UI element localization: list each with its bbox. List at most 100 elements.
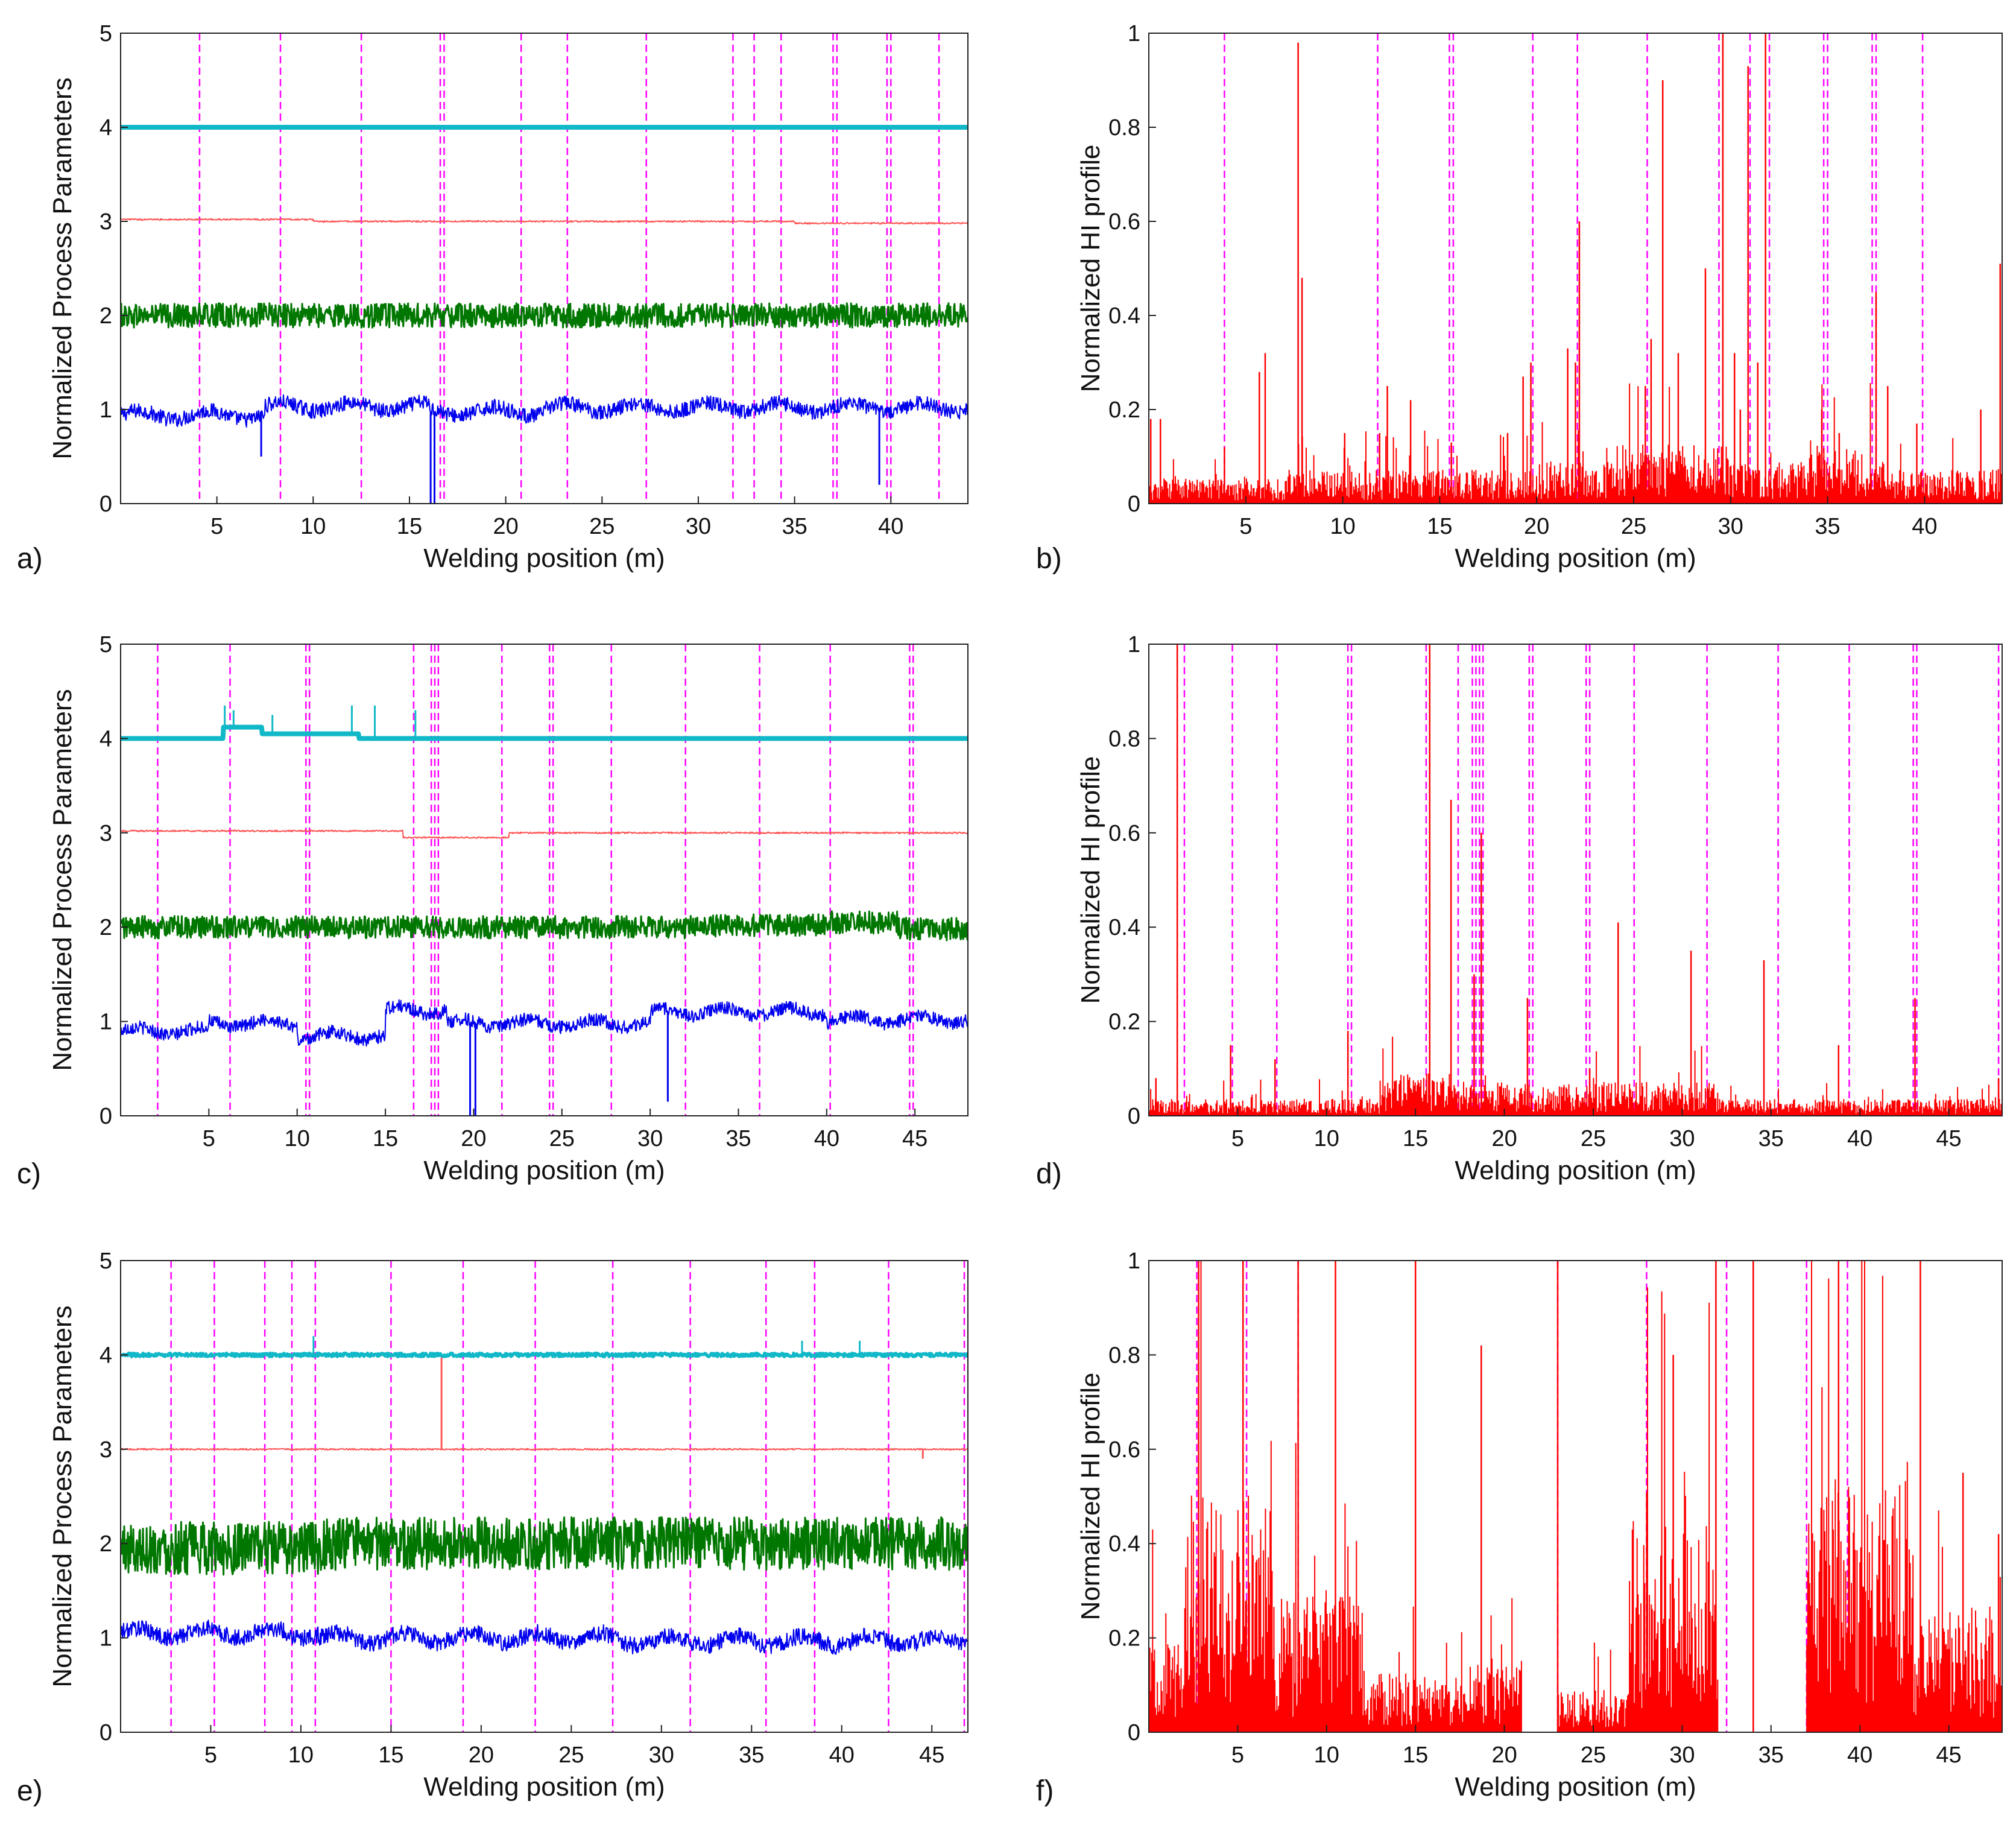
series-1-line bbox=[121, 394, 968, 428]
x-tick-label: 35 bbox=[1758, 1742, 1784, 1768]
y-tick-label: 4 bbox=[100, 115, 112, 141]
series-4-line bbox=[121, 724, 968, 741]
x-axis-label: Welding position (m) bbox=[1455, 543, 1696, 573]
y-tick-label: 0.4 bbox=[1108, 915, 1140, 940]
panel-label: c) bbox=[17, 1158, 41, 1190]
x-tick-label: 35 bbox=[739, 1742, 764, 1768]
x-tick-label: 25 bbox=[1581, 1126, 1606, 1151]
x-tick-label: 15 bbox=[1403, 1126, 1428, 1151]
y-axis-label: Normalized HI profile bbox=[1076, 756, 1105, 1004]
y-tick-label: 0.4 bbox=[1108, 1531, 1140, 1557]
x-tick-label: 10 bbox=[1314, 1742, 1339, 1768]
x-tick-label: 25 bbox=[1621, 514, 1646, 539]
plot-data bbox=[1149, 33, 2002, 504]
x-tick-label: 5 bbox=[203, 1126, 215, 1151]
y-tick-label: 5 bbox=[100, 21, 112, 46]
x-tick-label: 30 bbox=[1669, 1126, 1695, 1151]
x-tick-label: 5 bbox=[1239, 514, 1252, 539]
x-tick-label: 35 bbox=[1815, 514, 1840, 539]
series-2-line bbox=[121, 910, 968, 942]
x-tick-label: 25 bbox=[558, 1742, 584, 1768]
axes-frame bbox=[1148, 644, 2003, 1116]
y-tick-label: 2 bbox=[100, 1531, 112, 1557]
x-tick-label: 30 bbox=[649, 1742, 674, 1768]
series-1-line bbox=[121, 999, 968, 1047]
x-tick-label: 45 bbox=[1936, 1742, 1961, 1768]
series-3-line bbox=[121, 218, 968, 225]
panel-label: e) bbox=[17, 1775, 43, 1807]
x-tick-label: 10 bbox=[1314, 1126, 1339, 1151]
panel-label: f) bbox=[1036, 1775, 1054, 1807]
y-tick-label: 1 bbox=[1128, 21, 1140, 46]
x-tick-label: 30 bbox=[1669, 1742, 1695, 1768]
x-tick-label: 15 bbox=[1403, 1742, 1428, 1768]
plot-data bbox=[1149, 644, 2002, 1116]
plot-data bbox=[121, 644, 968, 1116]
y-tick-label: 2 bbox=[100, 915, 112, 940]
y-axis-label: Normalized HI profile bbox=[1076, 1373, 1105, 1621]
x-tick-label: 40 bbox=[814, 1126, 839, 1151]
x-axis-label: Welding position (m) bbox=[423, 1156, 665, 1185]
panel-label: a) bbox=[17, 543, 43, 575]
x-tick-label: 15 bbox=[373, 1126, 398, 1151]
x-tick-label: 10 bbox=[288, 1742, 314, 1768]
y-tick-label: 0.4 bbox=[1108, 303, 1140, 329]
y-tick-label: 4 bbox=[100, 726, 112, 752]
x-tick-label: 20 bbox=[1491, 1126, 1517, 1151]
x-tick-label: 10 bbox=[300, 514, 326, 539]
x-tick-label: 5 bbox=[1231, 1126, 1244, 1151]
y-tick-label: 3 bbox=[100, 209, 112, 235]
y-tick-label: 1 bbox=[1128, 632, 1140, 657]
x-tick-label: 40 bbox=[878, 514, 903, 539]
y-tick-label: 1 bbox=[100, 397, 112, 423]
x-tick-label: 20 bbox=[461, 1126, 486, 1151]
y-tick-label: 0 bbox=[100, 492, 112, 517]
series-4-line bbox=[121, 1351, 968, 1358]
x-tick-label: 20 bbox=[1524, 514, 1549, 539]
x-tick-label: 35 bbox=[782, 514, 807, 539]
x-tick-label: 15 bbox=[1427, 514, 1452, 539]
x-tick-label: 10 bbox=[1330, 514, 1355, 539]
x-tick-label: 15 bbox=[397, 514, 422, 539]
y-tick-label: 1 bbox=[100, 1626, 112, 1651]
y-tick-label: 0.6 bbox=[1108, 1437, 1140, 1463]
panel-label: b) bbox=[1036, 543, 1062, 575]
x-tick-label: 5 bbox=[204, 1742, 217, 1768]
y-tick-label: 3 bbox=[100, 821, 112, 846]
series-2-line bbox=[121, 1516, 968, 1576]
y-tick-label: 0.2 bbox=[1108, 1010, 1140, 1035]
axes-frame bbox=[1148, 33, 2003, 504]
x-tick-label: 45 bbox=[902, 1126, 927, 1151]
x-tick-label: 35 bbox=[1758, 1126, 1784, 1151]
x-tick-label: 25 bbox=[589, 514, 615, 539]
axes-frame bbox=[120, 644, 969, 1116]
x-tick-label: 40 bbox=[1912, 514, 1937, 539]
x-tick-label: 30 bbox=[1718, 514, 1743, 539]
x-tick-label: 5 bbox=[1231, 1742, 1244, 1768]
y-tick-label: 3 bbox=[100, 1437, 112, 1463]
plot-data bbox=[1149, 1261, 2002, 1732]
plot-data bbox=[121, 1261, 968, 1732]
x-axis-label: Welding position (m) bbox=[1455, 1772, 1696, 1802]
y-axis-label: Normalized Process Parameters bbox=[48, 1305, 77, 1687]
x-axis-label: Welding position (m) bbox=[423, 543, 665, 573]
y-tick-label: 0 bbox=[100, 1104, 112, 1129]
x-axis-label: Welding position (m) bbox=[423, 1772, 665, 1802]
y-tick-label: 0.6 bbox=[1108, 821, 1140, 846]
x-tick-label: 25 bbox=[1581, 1742, 1606, 1768]
axes-frame bbox=[120, 33, 969, 504]
series-3-line bbox=[121, 829, 968, 839]
y-tick-label: 0 bbox=[1128, 1720, 1140, 1746]
y-tick-label: 0 bbox=[1128, 492, 1140, 517]
y-axis-label: Normalized Process Parameters bbox=[48, 77, 77, 459]
y-tick-label: 0.6 bbox=[1108, 209, 1140, 235]
y-tick-label: 0.2 bbox=[1108, 397, 1140, 423]
x-tick-label: 5 bbox=[210, 514, 223, 539]
y-tick-label: 0.8 bbox=[1108, 726, 1140, 752]
y-tick-label: 2 bbox=[100, 303, 112, 329]
hi-profile-bars bbox=[1149, 1261, 2002, 1732]
